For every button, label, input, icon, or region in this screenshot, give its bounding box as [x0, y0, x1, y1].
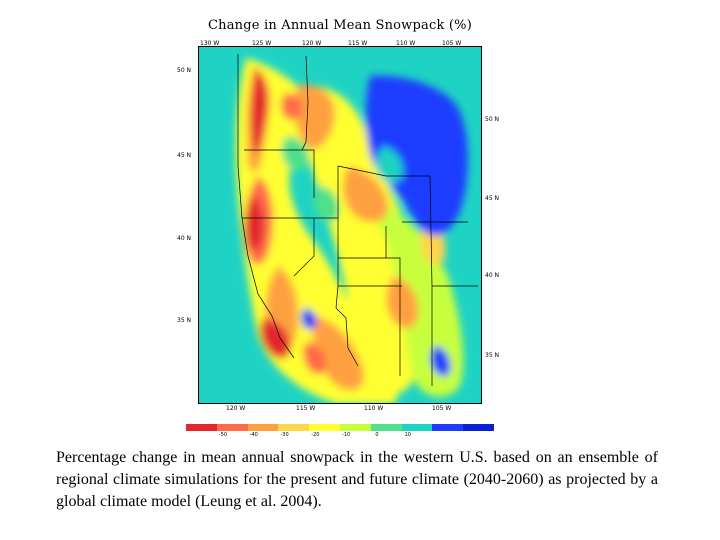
legend-label: -10: [342, 432, 351, 438]
bottom-tick-label: 120 W: [226, 405, 246, 412]
left-tick-label: 50 N: [177, 67, 192, 74]
top-tick-label: 110 W: [396, 40, 416, 47]
bottom-tick-label: 115 W: [296, 405, 316, 412]
legend-label: 10: [404, 432, 411, 438]
bottom-tick-label: 105 W: [432, 405, 452, 412]
right-tick-label: 45 N: [485, 195, 500, 202]
right-tick-label: 40 N: [485, 272, 500, 279]
left-tick-label: 45 N: [177, 152, 192, 159]
legend-swatch: [186, 424, 217, 431]
bottom-tick-label: 110 W: [364, 405, 384, 412]
legend-label: -40: [249, 432, 258, 438]
legend-label: -50: [218, 432, 228, 438]
legend-label: -30: [280, 432, 289, 438]
right-tick-label: 50 N: [485, 116, 500, 123]
color-legend-bar: [186, 424, 494, 431]
top-tick-label: 105 W: [442, 40, 462, 47]
legend-label: -20: [311, 432, 320, 438]
top-tick-label: 125 W: [252, 40, 272, 47]
legend-swatch: [432, 424, 464, 431]
legend-swatch: [370, 424, 402, 431]
right-tick-label: 35 N: [485, 352, 500, 359]
snowpack-field: [236, 58, 468, 404]
legend-swatch: [216, 424, 248, 431]
left-tick-label: 35 N: [177, 317, 192, 324]
legend-swatch: [278, 424, 310, 431]
map-frame: [198, 46, 482, 404]
legend-swatch: [339, 424, 371, 431]
legend-swatch: [247, 424, 279, 431]
top-tick-label: 130 W: [200, 40, 220, 47]
legend-label: 0: [375, 432, 379, 438]
top-tick-label: 120 W: [302, 40, 322, 47]
top-tick-label: 115 W: [348, 40, 368, 47]
left-tick-label: 40 N: [177, 235, 192, 242]
legend-swatch: [463, 424, 494, 431]
state-boundaries: [237, 54, 478, 386]
color-legend-labels: -50 -40 -30 -20 -10 0 10: [186, 432, 494, 440]
snowpack-map: [198, 46, 482, 404]
figure-caption: Percentage change in mean annual snowpac…: [56, 449, 658, 510]
map-title: Change in Annual Mean Snowpack (%): [208, 18, 472, 33]
legend-swatch: [309, 424, 340, 431]
legend-swatch: [401, 424, 433, 431]
